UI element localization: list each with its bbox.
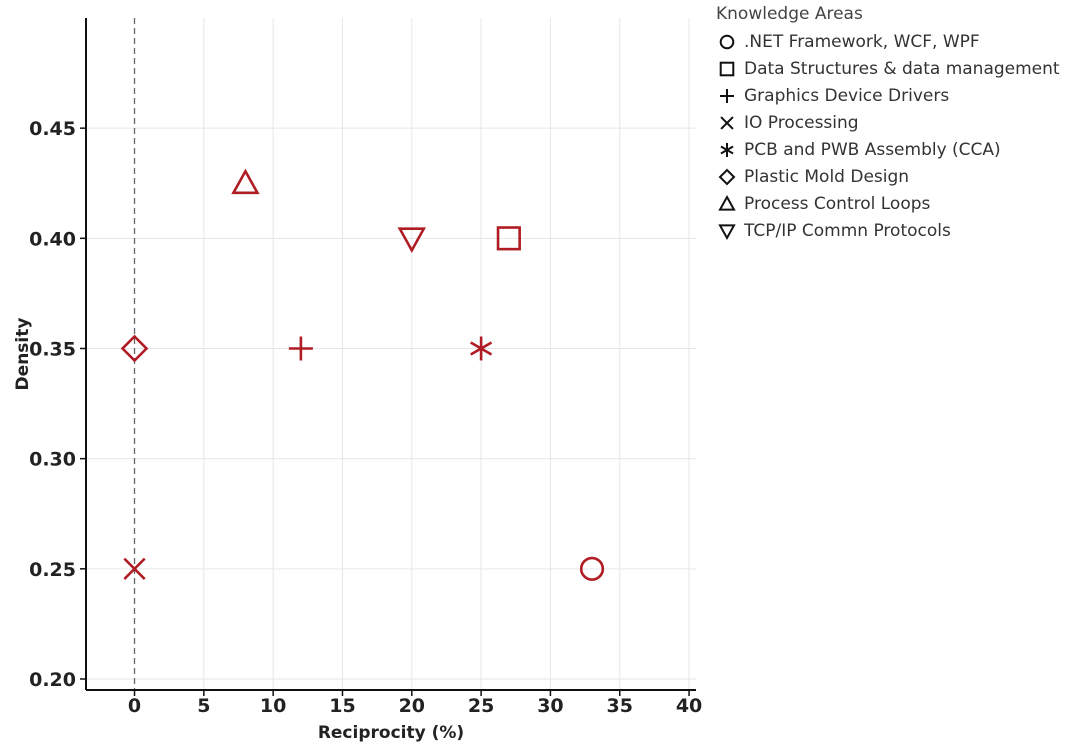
legend-item: Plastic Mold Design	[716, 163, 1060, 190]
legend-diamond-icon	[718, 168, 736, 185]
y-tick-label: 0.30	[29, 449, 76, 471]
legend-plus-icon	[720, 88, 734, 103]
y-tick-label: 0.45	[29, 118, 76, 140]
legend: Knowledge Areas .NET Framework, WCF, WPF…	[716, 4, 1060, 244]
legend-title: Knowledge Areas	[716, 4, 863, 24]
legend-items: .NET Framework, WCF, WPF Data Structures …	[716, 28, 1060, 244]
x-tick-label: 35	[607, 695, 633, 717]
legend-circle-icon	[719, 34, 735, 49]
legend-label: .NET Framework, WCF, WPF	[744, 31, 980, 52]
legend-item: PCB and PWB Assembly (CCA)	[716, 136, 1060, 163]
legend-item: Data Structures & data management	[716, 55, 1060, 82]
y-tick-label: 0.35	[29, 338, 76, 360]
legend-square-icon	[719, 61, 735, 76]
point-triangle-down	[397, 227, 427, 254]
point-triangle-up	[231, 168, 260, 195]
x-tick-label: 5	[197, 695, 210, 717]
y-axis-title: Density	[13, 318, 33, 391]
legend-item: .NET Framework, WCF, WPF	[716, 28, 1060, 55]
x-axis-title: Reciprocity (%)	[318, 723, 464, 743]
point-x	[123, 557, 146, 580]
x-tick-label: 0	[128, 695, 141, 717]
legend-item: IO Processing	[716, 109, 1060, 136]
point-plus	[288, 336, 313, 361]
legend-label: Graphics Device Drivers	[744, 85, 950, 106]
legend-item: Process Control Loops	[716, 190, 1060, 217]
data-points	[120, 168, 605, 581]
y-axis-ticks: 0.20 0.25 0.30 0.35 0.40 0.45	[29, 118, 86, 691]
x-tick-label: 20	[399, 695, 425, 717]
legend-asterisk-icon	[720, 142, 734, 157]
legend-label: Data Structures & data management	[744, 58, 1060, 79]
x-axis-ticks: 0 5 10 15 20 25 30 35 40	[128, 690, 702, 717]
x-tick-label: 40	[676, 695, 702, 717]
legend-label: TCP/IP Commn Protocols	[744, 220, 951, 241]
legend-label: Plastic Mold Design	[744, 166, 910, 187]
point-diamond	[120, 334, 149, 363]
x-tick-label: 30	[537, 695, 563, 717]
grid-lines	[86, 18, 696, 690]
legend-label: PCB and PWB Assembly (CCA)	[744, 139, 1001, 160]
legend-label: IO Processing	[744, 112, 859, 133]
y-tick-label: 0.40	[29, 228, 76, 250]
point-circle	[579, 556, 605, 581]
legend-x-icon	[720, 115, 734, 130]
point-asterisk	[470, 336, 493, 361]
x-tick-label: 25	[468, 695, 494, 717]
legend-label: Process Control Loops	[744, 193, 931, 214]
x-tick-label: 15	[329, 695, 355, 717]
legend-item: Graphics Device Drivers	[716, 82, 1060, 109]
x-tick-label: 10	[260, 695, 286, 717]
legend-triangle-down-icon	[718, 223, 736, 240]
legend-item: TCP/IP Commn Protocols	[716, 217, 1060, 244]
y-tick-label: 0.20	[29, 669, 76, 691]
point-square	[496, 226, 521, 251]
y-tick-label: 0.25	[29, 559, 76, 581]
legend-triangle-up-icon	[718, 194, 736, 211]
